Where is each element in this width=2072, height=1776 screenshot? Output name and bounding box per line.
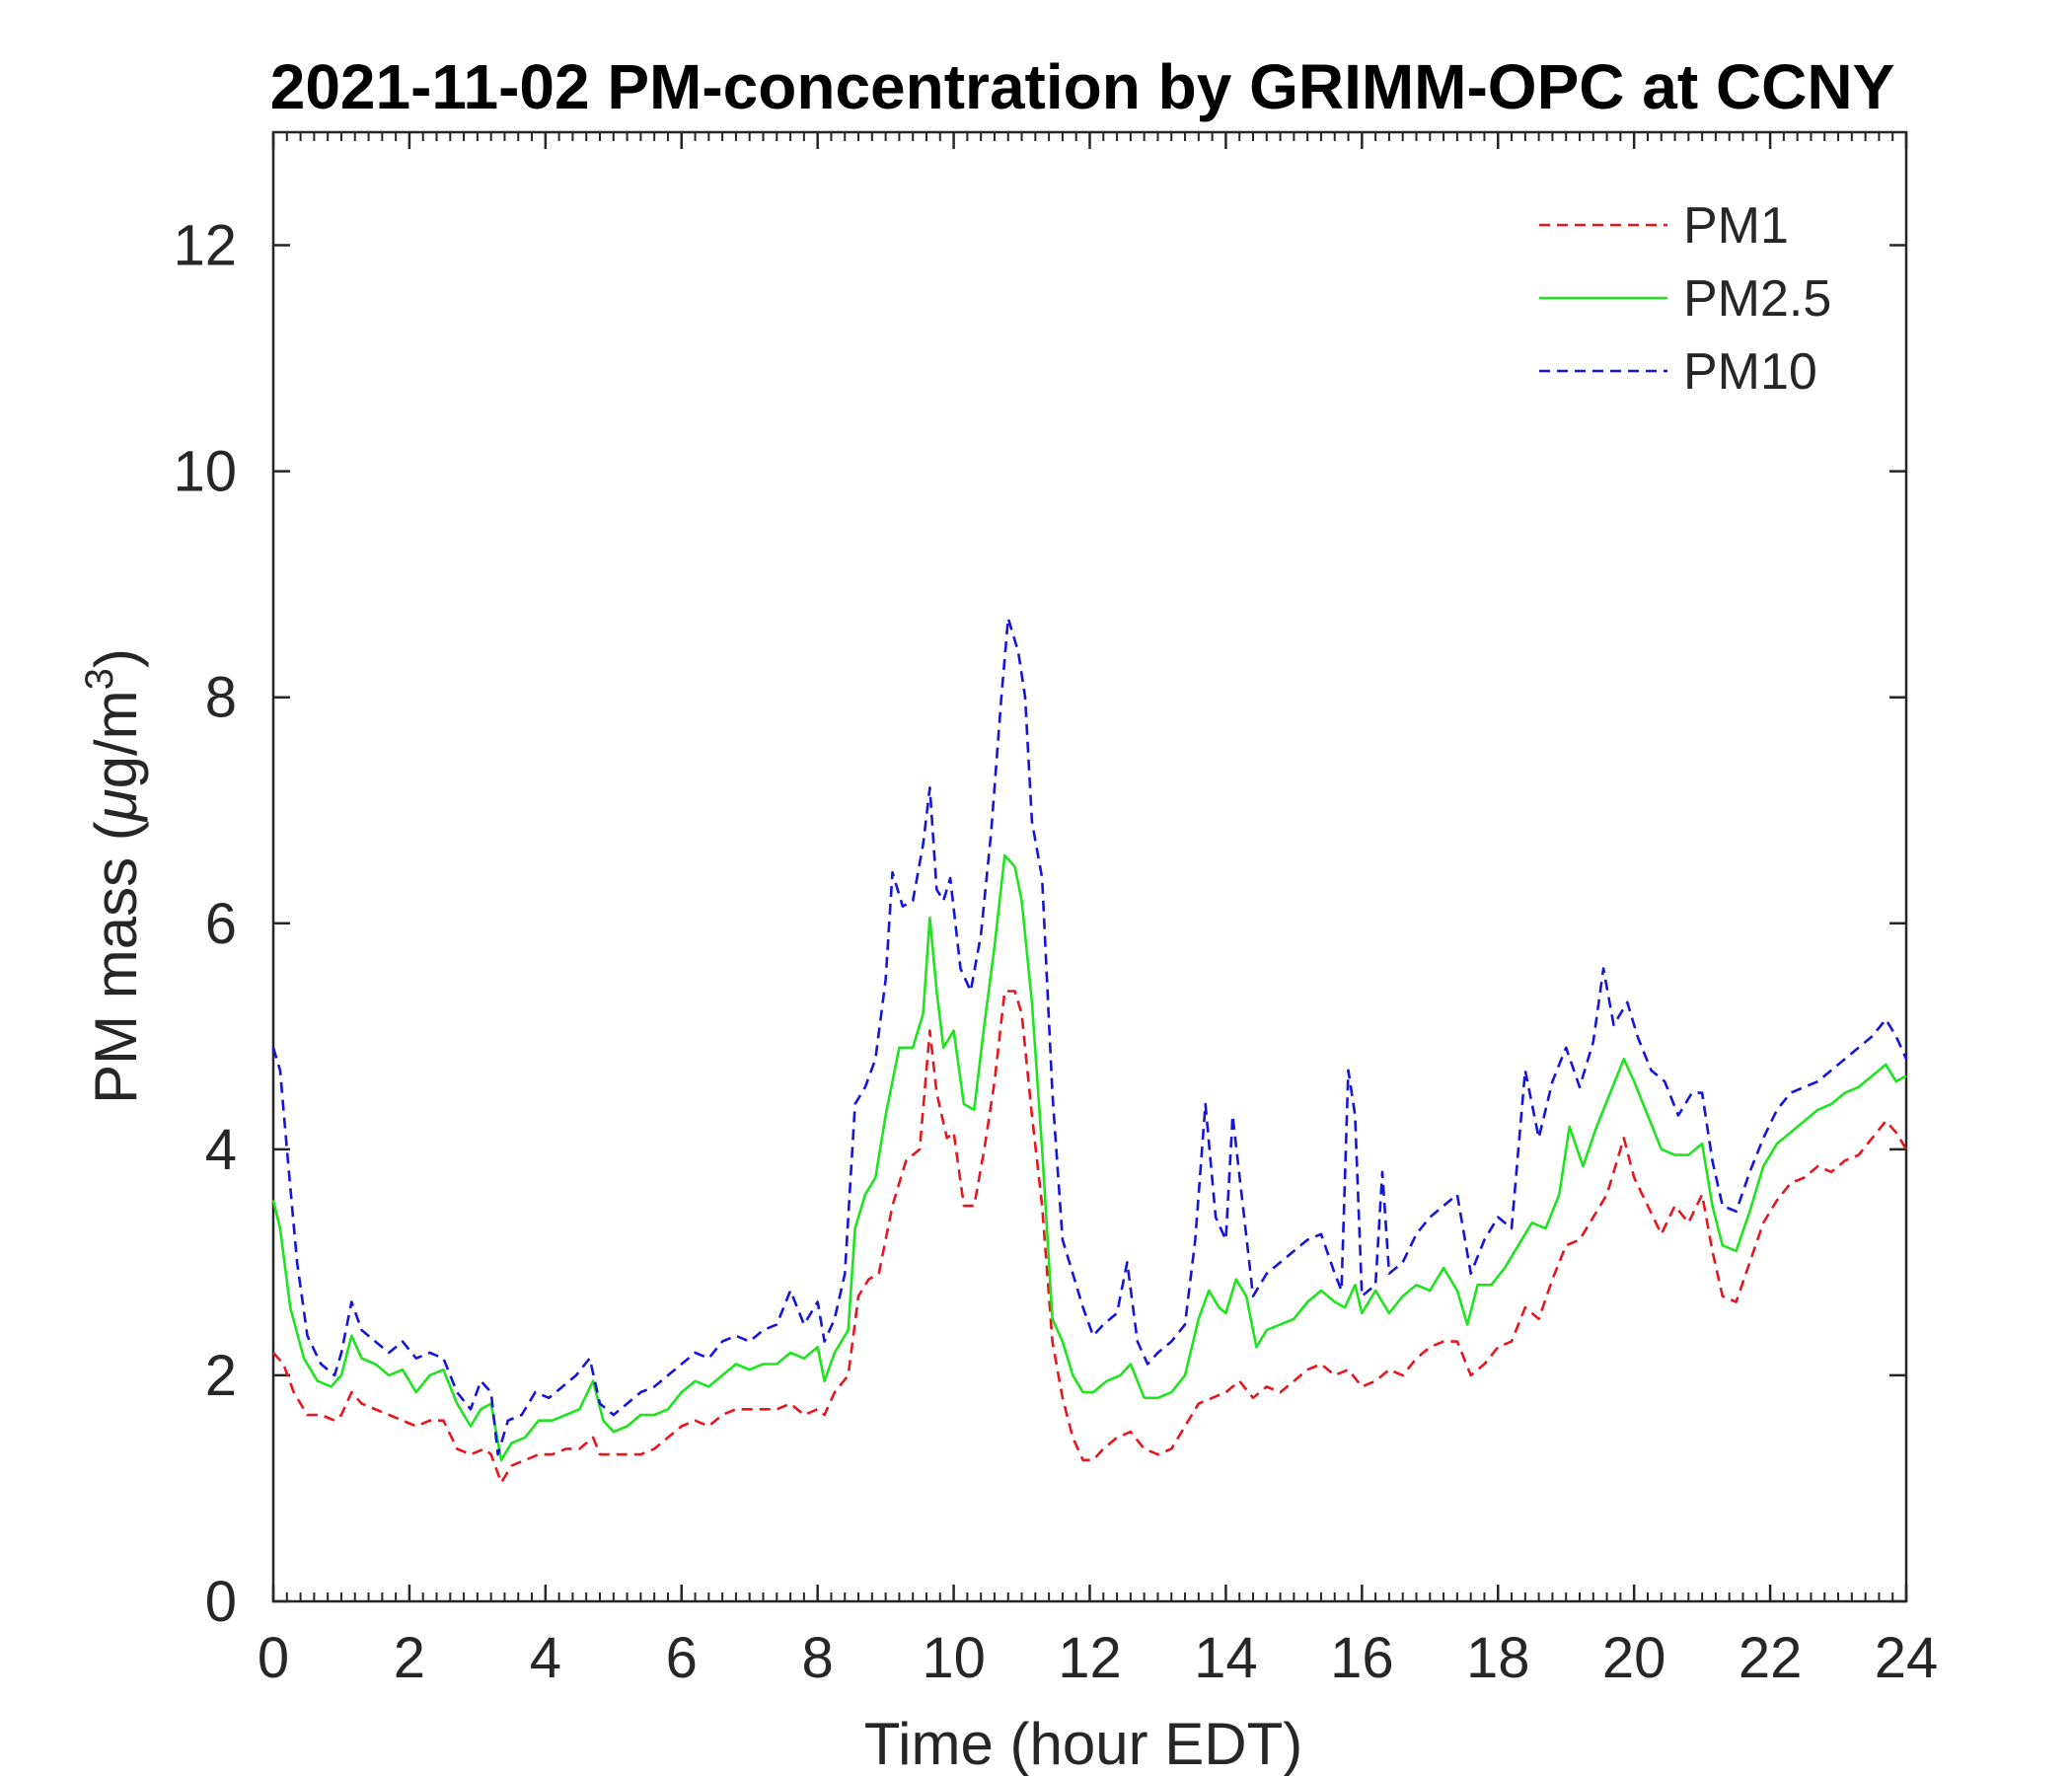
series-line-pm2-5 — [271, 853, 1907, 1462]
x-tick-label: 22 — [1739, 1626, 1803, 1690]
plot-area — [271, 130, 1908, 1603]
y-tick-label: 0 — [205, 1570, 237, 1634]
x-tick-label: 12 — [1058, 1626, 1122, 1690]
legend: PM1 PM2.5 PM10 — [1539, 197, 1831, 401]
y-tick-label: 8 — [205, 666, 237, 730]
series-line-pm1 — [272, 990, 1908, 1484]
x-tick-label: 6 — [666, 1626, 698, 1690]
x-tick-label: 18 — [1466, 1626, 1530, 1690]
legend-label: PM2.5 — [1683, 270, 1831, 328]
x-tick-label: 14 — [1194, 1626, 1258, 1690]
y-tick-label: 4 — [205, 1118, 237, 1182]
minor-ticks — [285, 132, 1894, 1601]
y-tick-label: 10 — [173, 440, 237, 504]
series-line-pm10 — [271, 617, 1908, 1456]
legend-label: PM1 — [1683, 197, 1789, 255]
x-tick-label: 10 — [922, 1626, 986, 1690]
x-tick-label: 0 — [258, 1626, 289, 1690]
series-lines — [271, 617, 1908, 1484]
y-axis-label: PM mass (μg/m3) — [78, 648, 149, 1104]
y-axis-label-mu: μ — [83, 788, 149, 823]
y-axis-label-close: ) — [83, 648, 149, 668]
x-tick-label: 8 — [802, 1626, 834, 1690]
y-axis-label-superscript: 3 — [78, 668, 121, 690]
x-tick-label: 24 — [1875, 1626, 1939, 1690]
y-tick-labels: 0 2 4 6 8 10 12 — [173, 214, 237, 1634]
y-axis-label-unit: g/m — [83, 690, 149, 788]
x-tick-label: 20 — [1602, 1626, 1666, 1690]
y-tick-label: 12 — [173, 214, 237, 278]
x-tick-label: 4 — [530, 1626, 561, 1690]
chart-title: 2021-11-02 PM-concentration by GRIMM-OPC… — [270, 51, 1895, 122]
y-tick-label: 2 — [205, 1344, 237, 1408]
x-tick-labels: 0 2 4 6 8 10 12 14 16 18 20 22 24 — [258, 1626, 1938, 1690]
x-tick-label: 2 — [394, 1626, 425, 1690]
legend-label: PM10 — [1683, 343, 1817, 401]
y-axis-label-main: PM mass ( — [83, 821, 149, 1104]
x-axis-label: Time (hour EDT) — [864, 1711, 1303, 1776]
major-ticks — [271, 132, 1908, 1603]
y-tick-label: 6 — [205, 892, 237, 956]
x-tick-label: 16 — [1330, 1626, 1394, 1690]
